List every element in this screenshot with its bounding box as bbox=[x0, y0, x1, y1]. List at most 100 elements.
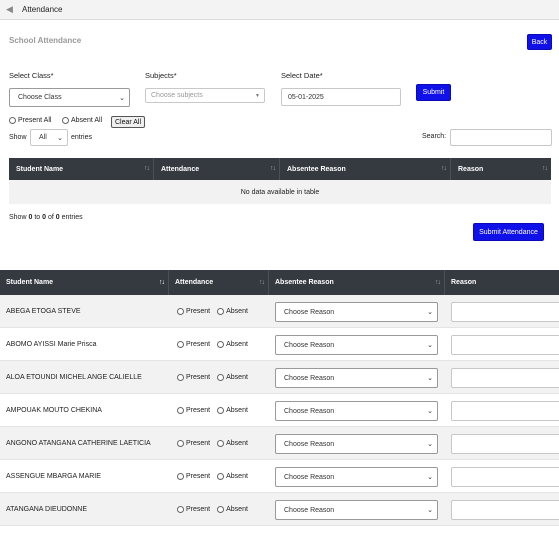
student-name: ABOMO AYISSI Marie Prisca bbox=[6, 341, 97, 348]
absent-all-label: Absent All bbox=[71, 117, 103, 124]
absent-all-option[interactable]: Absent All bbox=[62, 117, 102, 124]
back-button[interactable]: Back bbox=[527, 34, 552, 50]
table-row: ASSENGUE MBARGA MARIE Present Absent Choose… bbox=[0, 460, 559, 493]
attendance-options: Present Absent bbox=[177, 493, 255, 526]
absent-option[interactable]: Absent bbox=[217, 506, 248, 513]
present-option[interactable]: Present bbox=[177, 473, 210, 480]
present-option[interactable]: Present bbox=[177, 374, 210, 381]
students-table-header: Student Name ↑↓ Attendance ↑↓ Absentee R… bbox=[0, 270, 559, 295]
sort-icon: ↑↓ bbox=[542, 165, 548, 172]
search-input[interactable] bbox=[450, 129, 552, 146]
radio-icon[interactable] bbox=[217, 440, 225, 447]
radio-icon[interactable] bbox=[177, 506, 184, 513]
sort-icon: ↑↓ bbox=[435, 279, 441, 286]
subjects-placeholder: Choose subjects bbox=[151, 92, 203, 99]
sort-icon: ↑↓ bbox=[144, 165, 150, 172]
subjects-select[interactable]: Choose subjects ▼ bbox=[145, 88, 265, 103]
reason-input[interactable] bbox=[451, 335, 559, 355]
top-bar: ◀ Attendance bbox=[0, 0, 559, 20]
col-attendance[interactable]: Attendance ↑↓ bbox=[154, 158, 280, 180]
clear-all-button[interactable]: Clear All bbox=[111, 116, 145, 128]
select-class-label: Select Class* bbox=[9, 71, 54, 80]
radio-icon[interactable] bbox=[217, 341, 225, 348]
absentee-reason-select[interactable]: Choose Reason ⌄ bbox=[275, 467, 438, 487]
reason-input[interactable] bbox=[451, 302, 559, 322]
col-reason[interactable]: Reason ↑↓ bbox=[451, 279, 477, 286]
reason-input[interactable] bbox=[451, 467, 559, 487]
present-all-option[interactable]: Present All bbox=[9, 117, 51, 124]
student-name: AMPOUAK MOUTO CHEKINA bbox=[6, 407, 102, 414]
radio-icon[interactable] bbox=[217, 473, 225, 480]
sort-icon: ↑↓ bbox=[259, 279, 265, 286]
chevron-down-icon: ⌄ bbox=[427, 474, 433, 481]
absentee-reason-select[interactable]: Choose Reason ⌄ bbox=[275, 335, 438, 355]
date-input[interactable]: 05-01-2025 bbox=[281, 88, 401, 106]
radio-icon[interactable] bbox=[177, 308, 184, 315]
subjects-label: Subjects* bbox=[145, 71, 177, 80]
absent-option[interactable]: Absent bbox=[217, 341, 248, 348]
radio-icon[interactable] bbox=[177, 473, 184, 480]
table-row: AMPOUAK MOUTO CHEKINA Present Absent Choose… bbox=[0, 394, 559, 427]
absentee-reason-select[interactable]: Choose Reason ⌄ bbox=[275, 434, 438, 454]
radio-icon[interactable] bbox=[217, 308, 225, 315]
radio-icon[interactable] bbox=[177, 440, 184, 447]
present-option[interactable]: Present bbox=[177, 308, 210, 315]
radio-icon[interactable] bbox=[217, 374, 225, 381]
student-name: ATANGANA DIEUDONNE bbox=[6, 506, 88, 513]
reason-input[interactable] bbox=[451, 434, 559, 454]
table-row: ATANGANA DIEUDONNE Present Absent Choose Re… bbox=[0, 493, 559, 526]
entries-select[interactable]: All ⌄ bbox=[30, 129, 68, 146]
absent-option[interactable]: Absent bbox=[217, 473, 248, 480]
radio-icon[interactable] bbox=[177, 374, 184, 381]
radio-icon[interactable] bbox=[177, 341, 184, 348]
col-student-name[interactable]: Student Name ↑↓ bbox=[9, 158, 154, 180]
chevron-down-icon: ⌄ bbox=[119, 94, 125, 102]
submit-attendance-button[interactable]: Submit Attendance bbox=[473, 223, 544, 241]
table-row: ALOA ETOUNDI MICHEL ANGE CALIELLE Present… bbox=[0, 361, 559, 394]
absentee-reason-select[interactable]: Choose Reason ⌄ bbox=[275, 368, 438, 388]
col-reason[interactable]: Reason ↑↓ bbox=[458, 165, 548, 173]
radio-icon[interactable] bbox=[217, 506, 225, 513]
absent-option[interactable]: Absent bbox=[217, 374, 248, 381]
student-name: ALOA ETOUNDI MICHEL ANGE CALIELLE bbox=[6, 374, 142, 381]
col-absentee-reason[interactable]: Absentee Reason ↑↓ bbox=[269, 270, 445, 295]
class-select[interactable]: Choose Class ⌄ bbox=[9, 88, 130, 107]
summary-table-header: Student Name ↑↓ Attendance ↑↓ Absentee R… bbox=[9, 158, 551, 180]
chevron-down-icon: ⌄ bbox=[427, 309, 433, 316]
reason-input[interactable] bbox=[451, 401, 559, 421]
section-title: School Attendance bbox=[9, 36, 82, 45]
radio-icon[interactable] bbox=[217, 407, 225, 414]
absent-option[interactable]: Absent bbox=[217, 308, 248, 315]
col-absentee-reason[interactable]: Absentee Reason ↑↓ bbox=[280, 158, 451, 180]
chevron-down-icon: ⌄ bbox=[427, 408, 433, 415]
chevron-down-icon: ⌄ bbox=[427, 441, 433, 448]
sort-icon: ↑↓ bbox=[159, 279, 165, 286]
radio-icon[interactable] bbox=[62, 117, 69, 124]
chevron-down-icon: ⌄ bbox=[57, 134, 63, 142]
present-option[interactable]: Present bbox=[177, 440, 210, 447]
reason-input[interactable] bbox=[451, 368, 559, 388]
table-row: ABOMO AYISSI Marie Prisca Present Absent Ch… bbox=[0, 328, 559, 361]
present-option[interactable]: Present bbox=[177, 506, 210, 513]
present-option[interactable]: Present bbox=[177, 341, 210, 348]
absentee-reason-select[interactable]: Choose Reason ⌄ bbox=[275, 401, 438, 421]
radio-icon[interactable] bbox=[177, 407, 184, 414]
col-attendance[interactable]: Attendance ↑↓ bbox=[169, 270, 269, 295]
page-title: Attendance bbox=[22, 5, 63, 14]
absentee-reason-select[interactable]: Choose Reason ⌄ bbox=[275, 302, 438, 322]
absentee-reason-select[interactable]: Choose Reason ⌄ bbox=[275, 500, 438, 520]
absent-option[interactable]: Absent bbox=[217, 407, 248, 414]
absent-option[interactable]: Absent bbox=[217, 440, 248, 447]
back-arrow-icon[interactable]: ◀ bbox=[6, 4, 13, 14]
reason-input[interactable] bbox=[451, 500, 559, 520]
submit-button[interactable]: Submit bbox=[416, 84, 451, 101]
present-all-label: Present All bbox=[18, 117, 52, 124]
entries-label: entries bbox=[71, 134, 93, 141]
attendance-options: Present Absent bbox=[177, 295, 255, 328]
col-student-name[interactable]: Student Name ↑↓ bbox=[0, 270, 169, 295]
class-select-value: Choose Class bbox=[18, 94, 62, 101]
radio-icon[interactable] bbox=[9, 117, 16, 124]
attendance-options: Present Absent bbox=[177, 460, 255, 493]
attendance-options: Present Absent bbox=[177, 394, 255, 427]
present-option[interactable]: Present bbox=[177, 407, 210, 414]
